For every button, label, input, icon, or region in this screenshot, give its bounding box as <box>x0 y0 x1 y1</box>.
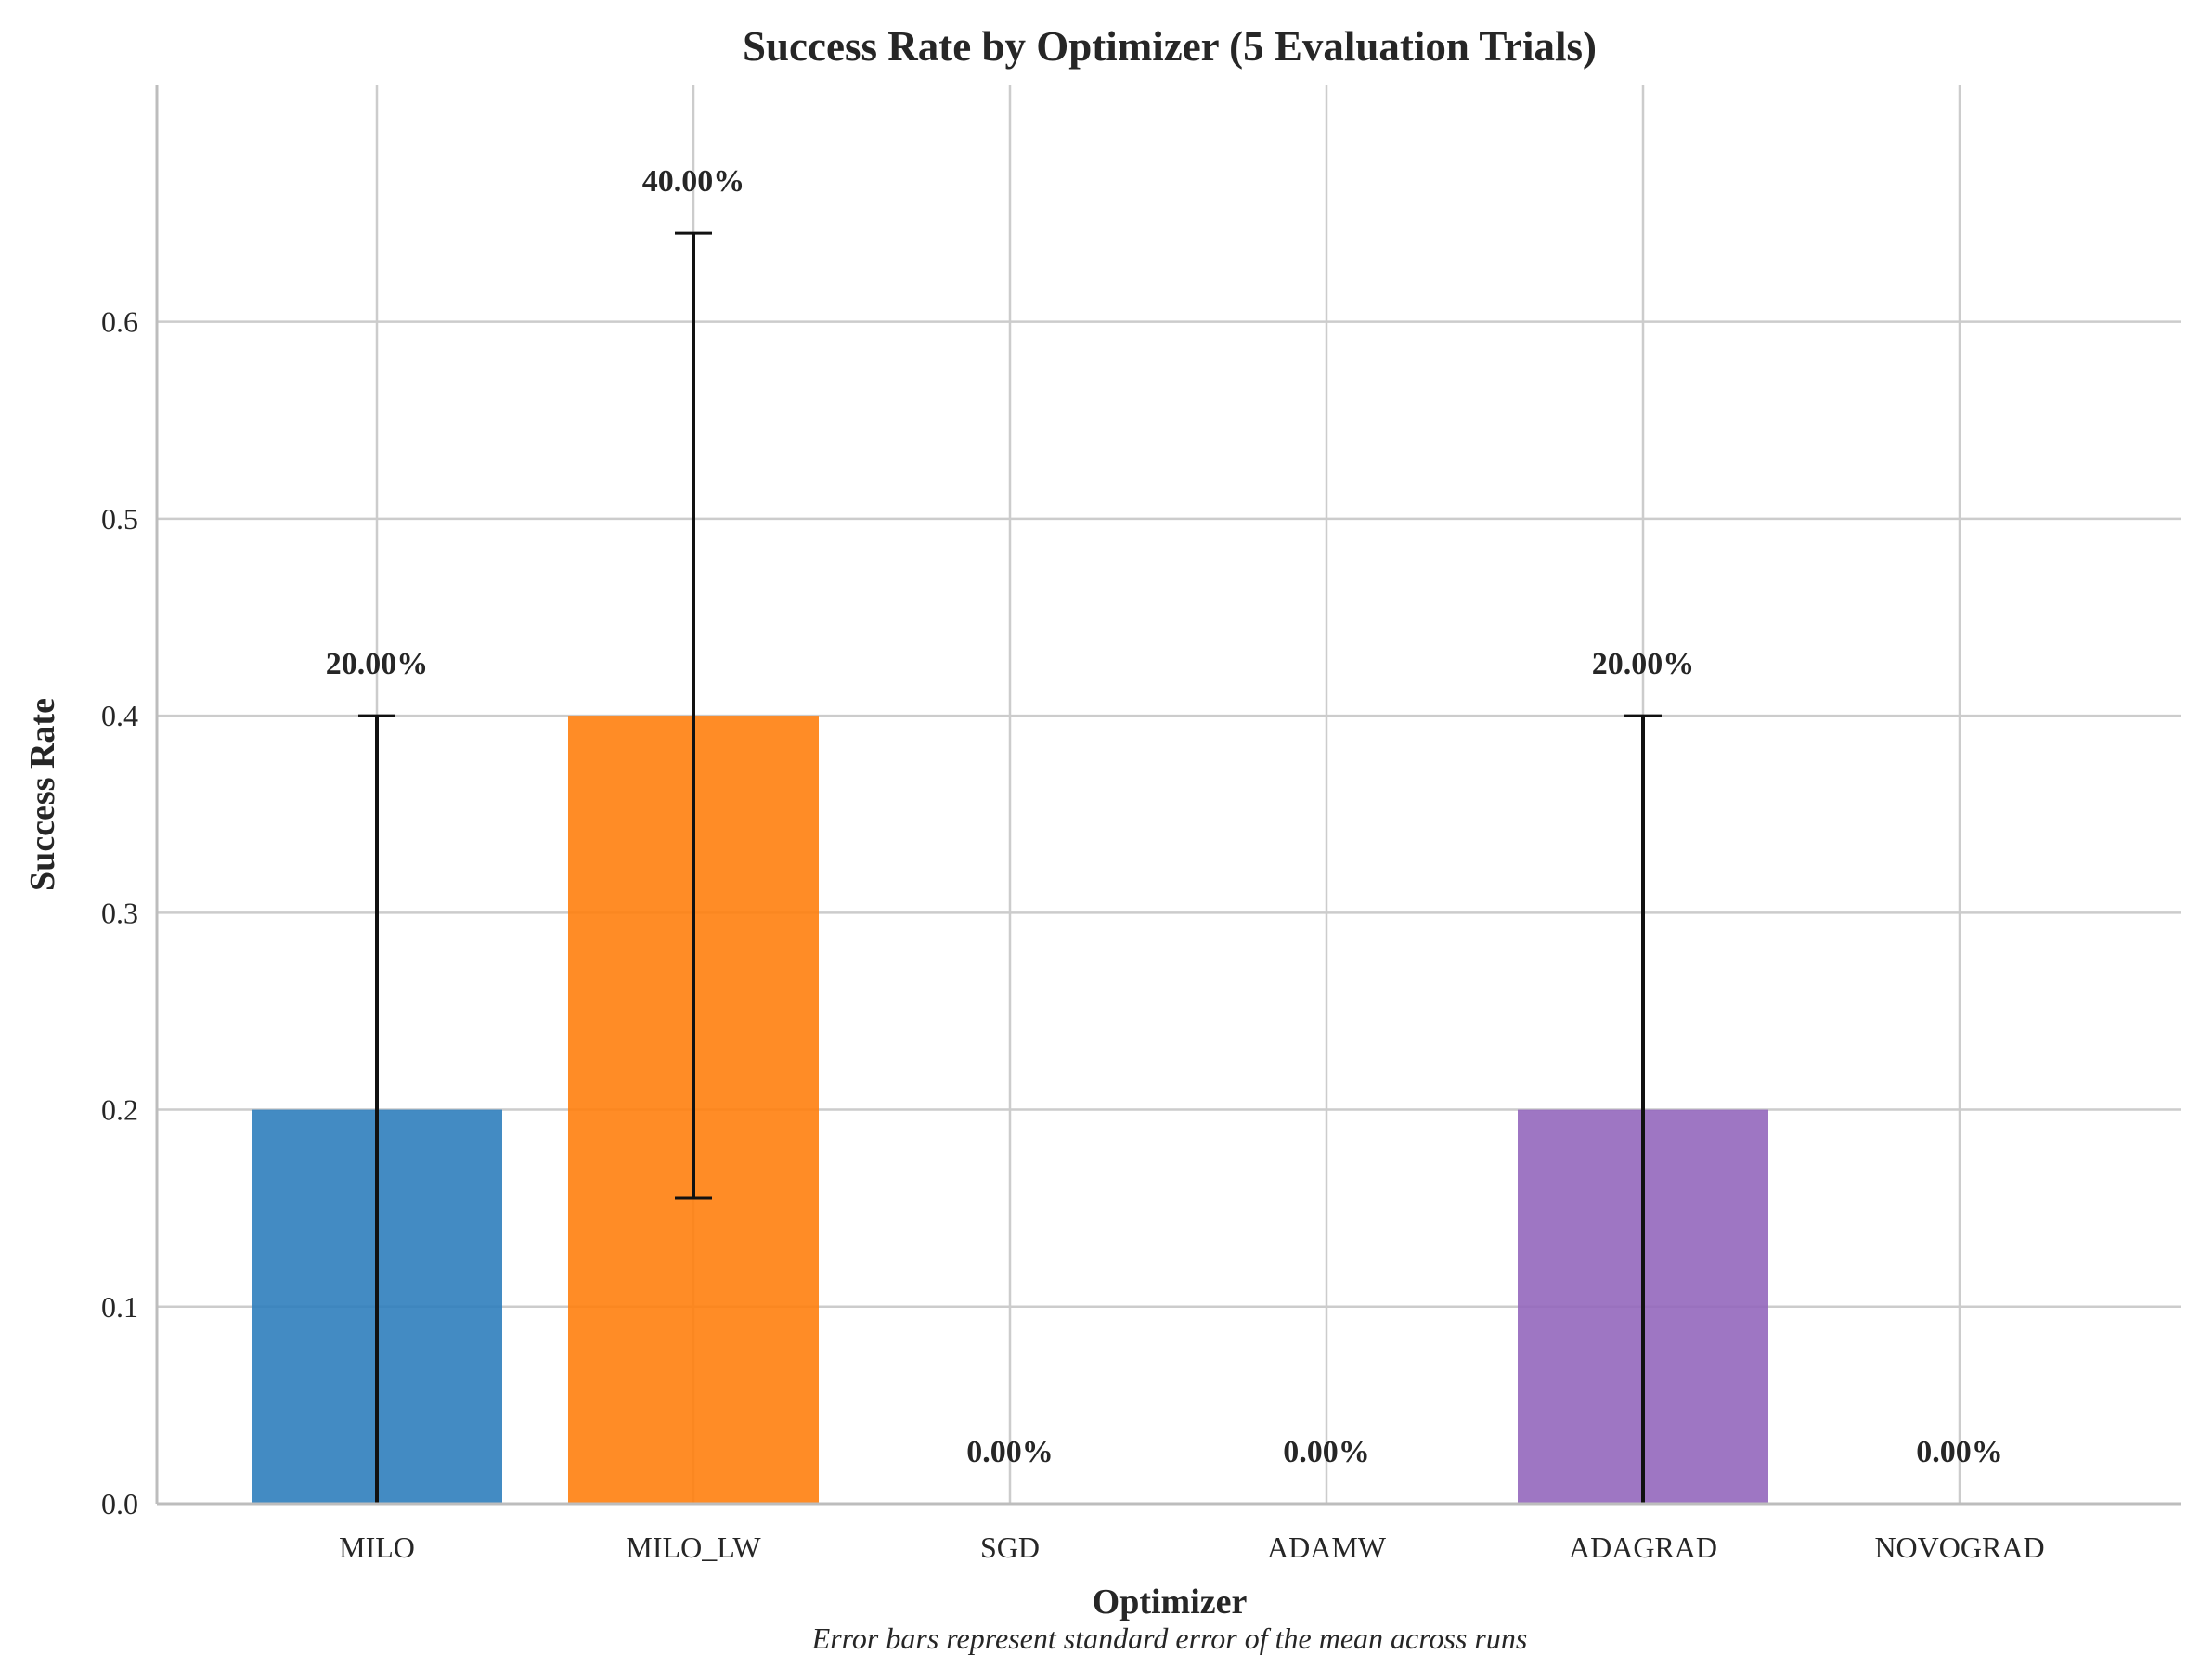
y-tick-label: 0.3 <box>101 896 138 929</box>
y-tick-label: 0.1 <box>101 1290 138 1324</box>
y-tick-label: 0.4 <box>101 699 138 732</box>
axes-layer <box>155 85 2181 1506</box>
value-label: 40.00% <box>642 164 745 199</box>
label-layer: 0.0 0.1 0.2 0.3 0.4 0.5 0.6 20.00% MILO 40.00% MIL… <box>101 164 2045 1564</box>
x-tick-label: MILO <box>339 1531 415 1564</box>
y-tick-label: 0.5 <box>101 502 138 536</box>
value-label: 20.00% <box>326 647 429 681</box>
value-label: 0.00% <box>966 1435 1054 1469</box>
x-axis-title: Optimizer <box>1093 1583 1248 1622</box>
value-label: 0.00% <box>1916 1435 2003 1469</box>
chart-caption: Error bars represent standard error of t… <box>811 1622 1528 1655</box>
y-tick-label: 0.2 <box>101 1093 138 1127</box>
x-tick-label: ADAGRAD <box>1569 1531 1717 1564</box>
x-tick-label: MILO_LW <box>626 1531 761 1564</box>
y-tick-label: 0.6 <box>101 305 138 339</box>
x-tick-label: NOVOGRAD <box>1874 1531 2044 1564</box>
chart-title: Success Rate by Optimizer (5 Evaluation … <box>743 23 1597 70</box>
x-tick-label: ADAMW <box>1267 1531 1387 1564</box>
x-tick-label: SGD <box>980 1531 1040 1564</box>
error-layer <box>358 231 1662 1504</box>
y-tick-label: 0.0 <box>101 1487 138 1520</box>
value-label: 0.00% <box>1283 1435 1370 1469</box>
y-axis-title: Success Rate <box>23 698 62 891</box>
value-label: 20.00% <box>1592 647 1695 681</box>
